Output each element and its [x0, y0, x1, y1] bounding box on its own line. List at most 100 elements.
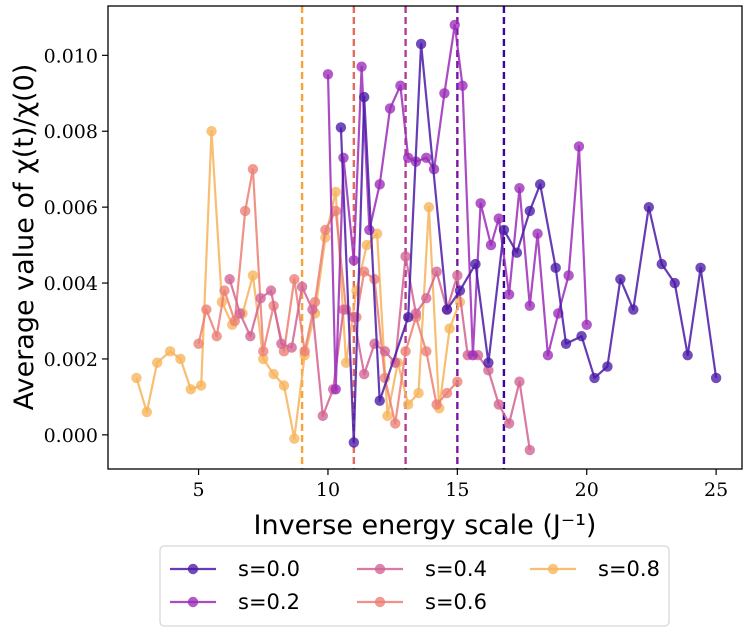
legend-swatch-marker	[374, 596, 386, 608]
legend-label: s=0.6	[425, 590, 487, 614]
data-point	[656, 258, 667, 270]
legend-label: s=0.8	[598, 557, 660, 581]
data-point	[402, 399, 414, 410]
data-point	[289, 274, 300, 285]
data-point	[400, 251, 411, 262]
y-tick-label: 0.002	[44, 349, 98, 371]
data-point	[193, 338, 204, 349]
data-point	[141, 406, 153, 418]
data-point	[317, 410, 328, 422]
data-point	[358, 91, 370, 103]
y-tick-label: 0.000	[44, 425, 98, 447]
legend-entry-4: s=0.8	[530, 557, 660, 581]
y-tick-label: 0.006	[44, 197, 98, 219]
data-point	[413, 387, 424, 399]
legend-swatch-marker	[187, 563, 199, 575]
data-point	[374, 395, 385, 406]
plot-frame	[107, 5, 743, 470]
data-point	[348, 437, 360, 448]
data-point	[245, 330, 256, 342]
data-point	[382, 410, 393, 422]
data-point	[550, 262, 561, 274]
data-point	[452, 376, 463, 387]
data-point	[511, 247, 523, 258]
data-point	[498, 224, 510, 236]
data-point	[278, 380, 290, 391]
data-point	[524, 444, 536, 456]
data-point	[234, 308, 246, 319]
legend-label: s=0.4	[425, 557, 487, 581]
data-point	[239, 205, 251, 217]
data-point	[201, 304, 212, 315]
data-point	[320, 224, 331, 236]
data-point	[483, 357, 494, 368]
legend-entry-3: s=0.6	[357, 590, 487, 614]
data-point	[560, 338, 572, 349]
data-point	[338, 152, 349, 164]
data-point	[374, 179, 385, 190]
x-axis-label: Inverse energy scale (J⁻¹)	[254, 510, 597, 541]
data-point	[524, 300, 536, 312]
x-tick-label: 10	[316, 479, 340, 501]
data-point	[224, 274, 235, 285]
data-point	[643, 201, 655, 213]
data-point	[534, 179, 546, 190]
data-point	[524, 205, 536, 217]
data-point	[581, 319, 592, 330]
y-axis-label: Average value of χ(t)/χ(0)	[9, 64, 40, 411]
legend-swatch-marker	[187, 596, 199, 608]
data-point	[415, 38, 427, 50]
data-point	[493, 399, 504, 410]
data-point	[431, 266, 442, 277]
data-point	[340, 357, 352, 368]
x-tick-label: 20	[575, 479, 599, 501]
x-tick-label: 15	[445, 479, 469, 501]
data-point	[358, 266, 370, 277]
data-point	[410, 308, 422, 319]
data-point	[441, 304, 453, 315]
data-point	[390, 418, 401, 429]
data-point	[421, 152, 432, 164]
data-point	[307, 304, 318, 315]
data-point	[258, 346, 269, 357]
data-point	[289, 433, 300, 444]
data-point	[358, 368, 370, 380]
legend-entry-0: s=0.0	[170, 557, 300, 581]
data-point	[423, 201, 435, 213]
data-point	[258, 353, 269, 365]
data-point	[695, 262, 706, 274]
data-point	[669, 277, 680, 289]
data-point	[175, 353, 186, 365]
data-point	[503, 289, 515, 300]
data-point	[255, 293, 266, 304]
data-point	[265, 285, 277, 296]
x-tick-label: 5	[193, 479, 205, 501]
data-point	[421, 346, 432, 357]
data-point	[322, 69, 334, 80]
data-point	[402, 152, 414, 164]
legend-label: s=0.0	[238, 557, 300, 581]
data-point	[247, 163, 259, 175]
data-point	[384, 103, 396, 114]
data-point	[542, 349, 554, 361]
data-point	[286, 342, 297, 353]
data-point	[441, 387, 453, 399]
data-point	[589, 372, 600, 384]
data-point	[395, 80, 406, 91]
legend: s=0.0 s=0.2 s=0.4 s=0.6 s=0.8	[159, 545, 670, 627]
legend-swatch-marker	[547, 563, 559, 575]
data-point	[338, 304, 349, 315]
data-point	[151, 357, 163, 368]
data-point	[431, 399, 442, 410]
data-point	[164, 346, 176, 357]
data-point	[485, 239, 497, 251]
data-point	[615, 274, 626, 285]
data-point	[682, 349, 693, 361]
data-point	[268, 368, 279, 380]
data-point	[452, 270, 463, 281]
data-point	[467, 349, 479, 361]
data-point	[454, 285, 466, 296]
x-axis-ticks: 5 10 15 20 25	[193, 469, 728, 501]
data-point	[296, 281, 308, 293]
legend-entry-1: s=0.2	[170, 590, 300, 614]
